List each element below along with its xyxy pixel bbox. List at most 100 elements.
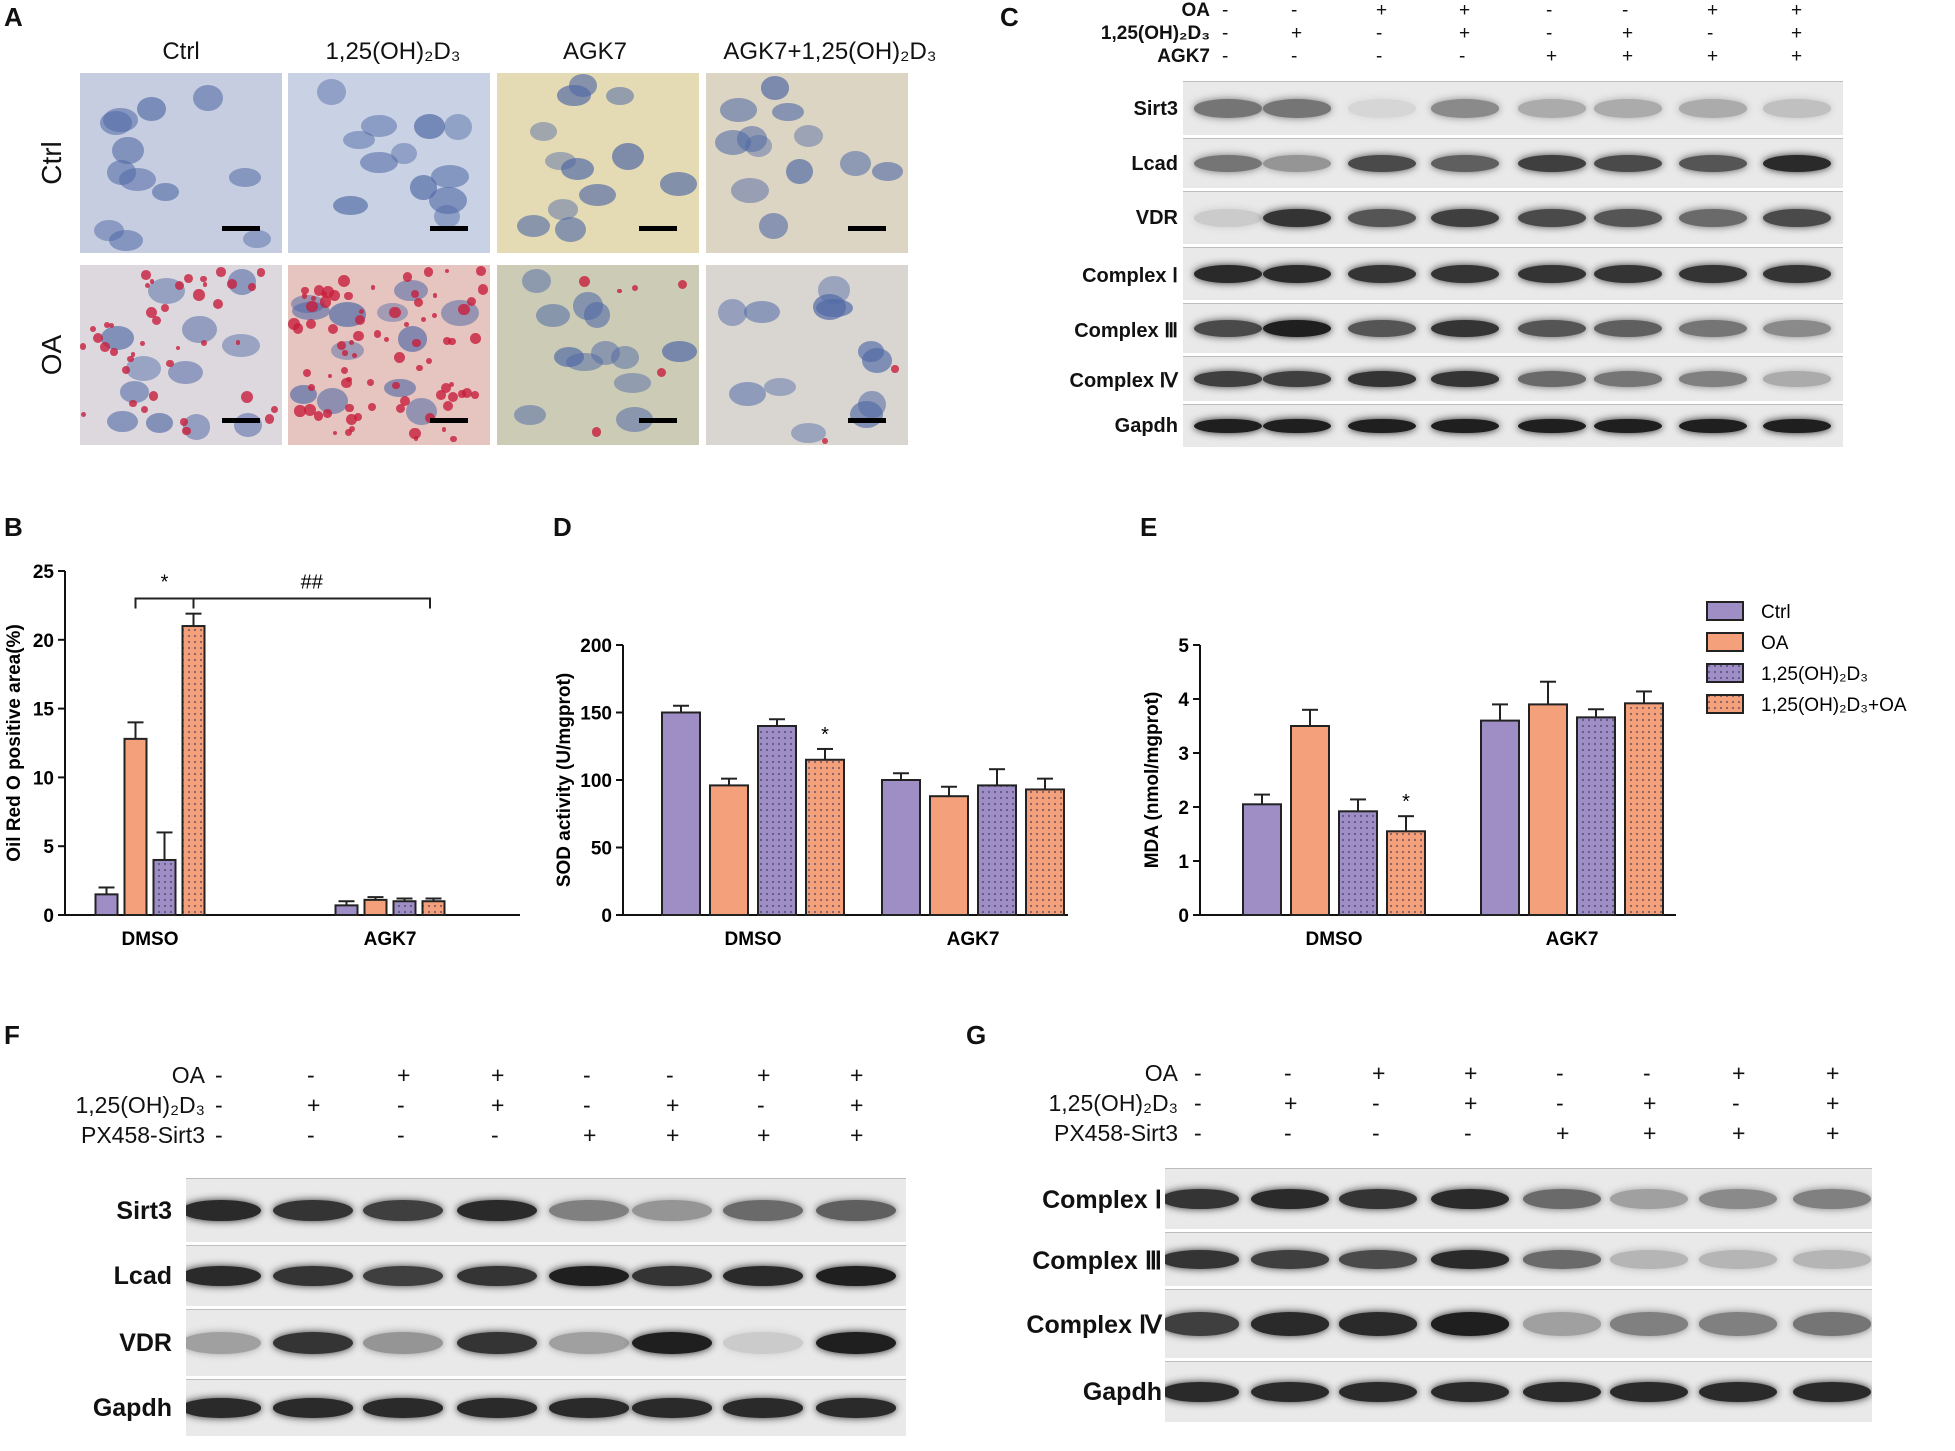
- plus-sign: +: [1791, 0, 1803, 21]
- lipid-droplet: [300, 286, 309, 295]
- lipid-droplet: [256, 268, 266, 277]
- blot-band: [1431, 209, 1499, 227]
- blot-band: [1594, 418, 1662, 434]
- bar: [1528, 703, 1568, 916]
- blot-band: [1431, 1188, 1509, 1210]
- plus-sign: +: [1791, 46, 1803, 67]
- lipid-droplet: [373, 330, 382, 338]
- significance-bracket: [192, 597, 431, 609]
- cell-nucleus: [152, 182, 180, 202]
- cell-nucleus: [758, 213, 788, 239]
- condition-label: OA: [1144, 1060, 1178, 1086]
- plus-sign: +: [1464, 1060, 1478, 1086]
- blot-band: [1610, 1250, 1688, 1269]
- blot-band: [1594, 209, 1662, 227]
- cell-nucleus: [391, 142, 418, 165]
- lipid-droplet: [402, 272, 413, 282]
- cell-nucleus: [729, 382, 766, 407]
- lipid-droplet: [344, 428, 353, 437]
- blot-band: [1263, 99, 1331, 118]
- plus-sign: +: [850, 1062, 864, 1088]
- condition-label: OA: [171, 1062, 205, 1088]
- lipid-droplet: [311, 296, 317, 302]
- y-tick-label: 1: [1178, 852, 1189, 873]
- blot-band: [1348, 99, 1416, 118]
- bar: [94, 893, 119, 916]
- x-tick-label: DMSO: [1306, 929, 1363, 950]
- significance-star: *: [1402, 791, 1410, 813]
- blot-band: [1348, 155, 1416, 172]
- panel-label-e: E: [1140, 512, 1158, 542]
- blot-band: [1518, 371, 1586, 387]
- condition-label: PX458-Sirt3: [1053, 1120, 1178, 1146]
- blot-band: [1251, 1312, 1329, 1336]
- minus-sign: -: [397, 1122, 405, 1148]
- y-axis-label: Oil Red O positive area(%): [4, 624, 25, 862]
- lipid-droplet: [144, 282, 150, 288]
- lipid-droplet: [442, 336, 451, 346]
- minus-sign: -: [666, 1062, 674, 1088]
- blot-band: [632, 1199, 712, 1222]
- blot-strip: [186, 1309, 906, 1376]
- blot-strip: [1183, 356, 1843, 401]
- blot-band: [816, 1331, 896, 1355]
- significance-hash: ##: [301, 572, 324, 594]
- blot-band: [549, 1265, 629, 1287]
- lipid-droplet: [444, 269, 449, 274]
- cell-nucleus: [120, 381, 150, 403]
- minus-sign: -: [215, 1062, 223, 1088]
- blot-band: [1431, 265, 1499, 283]
- lipid-droplet: [448, 382, 454, 388]
- lipid-droplet: [632, 285, 639, 292]
- bar: [661, 711, 701, 916]
- blot-band: [457, 1331, 537, 1355]
- cell-nucleus: [772, 102, 805, 122]
- cell-nucleus: [660, 172, 698, 196]
- lipid-droplet: [292, 323, 303, 334]
- blot-band: [186, 1398, 261, 1418]
- bar: [757, 725, 797, 916]
- legend-label: Ctrl: [1761, 602, 1791, 623]
- micrograph-tile: [288, 73, 490, 253]
- blot-band: [457, 1265, 537, 1287]
- cell-nucleus: [229, 168, 262, 187]
- lipid-droplet: [399, 396, 410, 407]
- blot-band: [1518, 265, 1586, 283]
- lipid-droplet: [457, 303, 470, 316]
- significance-star: *: [821, 724, 829, 746]
- plus-sign: +: [850, 1122, 864, 1148]
- lipid-droplet: [145, 306, 157, 318]
- plus-sign: +: [1826, 1120, 1840, 1146]
- lipid-droplet: [227, 279, 237, 289]
- bar: [1386, 830, 1426, 916]
- lipid-droplet: [432, 293, 438, 298]
- lipid-droplet: [441, 427, 447, 432]
- legend-swatch: [1706, 632, 1744, 652]
- lipid-droplet: [617, 289, 622, 294]
- plus-sign: +: [1464, 1090, 1478, 1116]
- cell-nucleus: [383, 379, 416, 398]
- cell-nucleus: [360, 114, 397, 138]
- blot-band: [1699, 1250, 1777, 1269]
- legend-swatch: [1706, 601, 1744, 621]
- cell-nucleus: [514, 404, 547, 425]
- lipid-droplet: [313, 285, 325, 296]
- blot-band: [363, 1331, 443, 1355]
- lipid-droplet: [342, 350, 348, 356]
- blot-band: [1594, 265, 1662, 283]
- blot-label: Complex Ⅳ: [1026, 1311, 1162, 1339]
- lipid-droplet: [306, 319, 317, 330]
- lipid-droplet: [130, 352, 136, 357]
- plus-sign: +: [583, 1122, 597, 1148]
- blot-strip: [186, 1178, 906, 1242]
- lipid-droplet: [200, 340, 207, 347]
- y-tick-label: 0: [1178, 906, 1189, 927]
- blot-band: [1523, 1381, 1601, 1403]
- blot-band: [1594, 371, 1662, 387]
- lipid-droplet: [466, 296, 477, 306]
- cell-nucleus: [612, 143, 645, 171]
- blot-label: Gapdh: [92, 1394, 172, 1422]
- blot-band: [457, 1398, 537, 1418]
- row-header: Ctrl: [36, 141, 67, 185]
- micrograph-tile: [80, 265, 282, 445]
